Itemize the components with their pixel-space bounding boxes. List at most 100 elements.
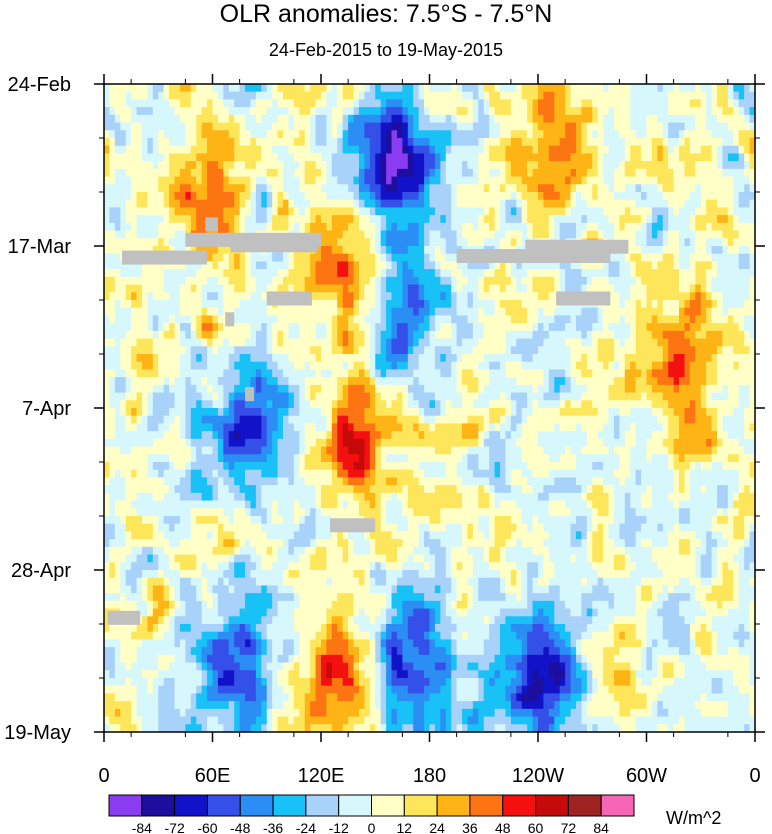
field-cell [581, 192, 588, 201]
field-cell [326, 153, 333, 162]
field-cell [684, 215, 691, 224]
field-cell [586, 330, 593, 340]
field-cell [668, 392, 675, 401]
field-cell [527, 323, 534, 332]
field-cell [440, 145, 447, 155]
field-cell [277, 400, 284, 409]
field-cell [304, 377, 311, 386]
field-cell [418, 323, 425, 332]
field-cell [521, 184, 528, 193]
field-cell [109, 84, 116, 93]
field-cell [288, 400, 295, 409]
field-cell [744, 222, 751, 232]
field-cell [630, 114, 637, 124]
field-cell [635, 122, 642, 131]
field-cell [321, 222, 328, 232]
field-cell [424, 246, 431, 255]
field-cell [570, 130, 577, 139]
field-cell [185, 276, 192, 286]
field-cell [396, 184, 403, 193]
field-cell [744, 253, 751, 263]
field-cell [196, 215, 203, 224]
field-cell [662, 222, 669, 232]
field-cell [619, 315, 626, 324]
field-cell [293, 138, 300, 147]
field-cell [489, 346, 496, 355]
field-cell [125, 284, 132, 293]
field-cell [413, 107, 420, 116]
field-cell [483, 354, 490, 363]
field-cell [744, 230, 751, 239]
field-cell [494, 222, 501, 232]
field-cell [109, 269, 116, 278]
field-cell [201, 369, 208, 378]
field-cell [429, 230, 436, 239]
field-cell [434, 199, 441, 209]
field-cell [516, 168, 523, 178]
field-cell [505, 153, 512, 162]
field-cell [646, 346, 653, 355]
field-cell [310, 99, 317, 108]
field-cell [380, 107, 387, 116]
field-cell [575, 138, 582, 147]
field-cell [565, 276, 572, 286]
field-cell [418, 392, 425, 401]
field-cell [489, 153, 496, 162]
field-cell [700, 300, 707, 309]
field-cell [369, 192, 376, 201]
field-cell [521, 192, 528, 201]
field-cell [396, 114, 403, 124]
field-cell [429, 338, 436, 347]
field-cell [136, 392, 143, 401]
field-cell [255, 292, 262, 301]
field-cell [570, 84, 577, 93]
field-cell [478, 99, 485, 108]
field-cell [483, 138, 490, 147]
field-cell [391, 222, 398, 232]
field-cell [293, 122, 300, 131]
field-cell [521, 161, 528, 170]
field-cell [424, 292, 431, 301]
field-cell [331, 199, 338, 209]
field-cell [451, 84, 458, 93]
field-cell [174, 176, 181, 185]
field-cell [386, 153, 393, 162]
field-cell [500, 107, 507, 116]
field-cell [521, 261, 528, 270]
field-cell [391, 276, 398, 286]
field-cell [429, 222, 436, 232]
field-cell [413, 84, 420, 93]
field-cell [255, 261, 262, 270]
field-cell [738, 192, 745, 201]
field-cell [434, 230, 441, 239]
field-cell [548, 338, 555, 347]
field-cell [125, 184, 132, 193]
field-cell [418, 84, 425, 93]
field-cell [120, 377, 127, 386]
field-cell [651, 315, 658, 324]
field-cell [689, 238, 696, 247]
field-cell [364, 323, 371, 332]
field-cell [348, 222, 355, 232]
field-cell [532, 384, 539, 394]
field-cell [565, 192, 572, 201]
field-cell [700, 346, 707, 355]
field-cell [646, 338, 653, 347]
field-cell [104, 361, 111, 371]
field-cell [418, 330, 425, 340]
field-cell [472, 361, 479, 371]
field-cell [217, 184, 224, 193]
field-cell [548, 145, 555, 155]
field-cell [261, 207, 268, 216]
field-cell [657, 300, 664, 309]
field-cell [207, 207, 214, 216]
field-cell [689, 292, 696, 301]
field-cell [613, 161, 620, 170]
field-cell [375, 384, 382, 394]
field-cell [114, 384, 121, 394]
field-cell [380, 346, 387, 355]
field-cell [185, 114, 192, 124]
field-cell [749, 91, 755, 101]
field-cell [380, 91, 387, 101]
field-cell [353, 346, 360, 355]
